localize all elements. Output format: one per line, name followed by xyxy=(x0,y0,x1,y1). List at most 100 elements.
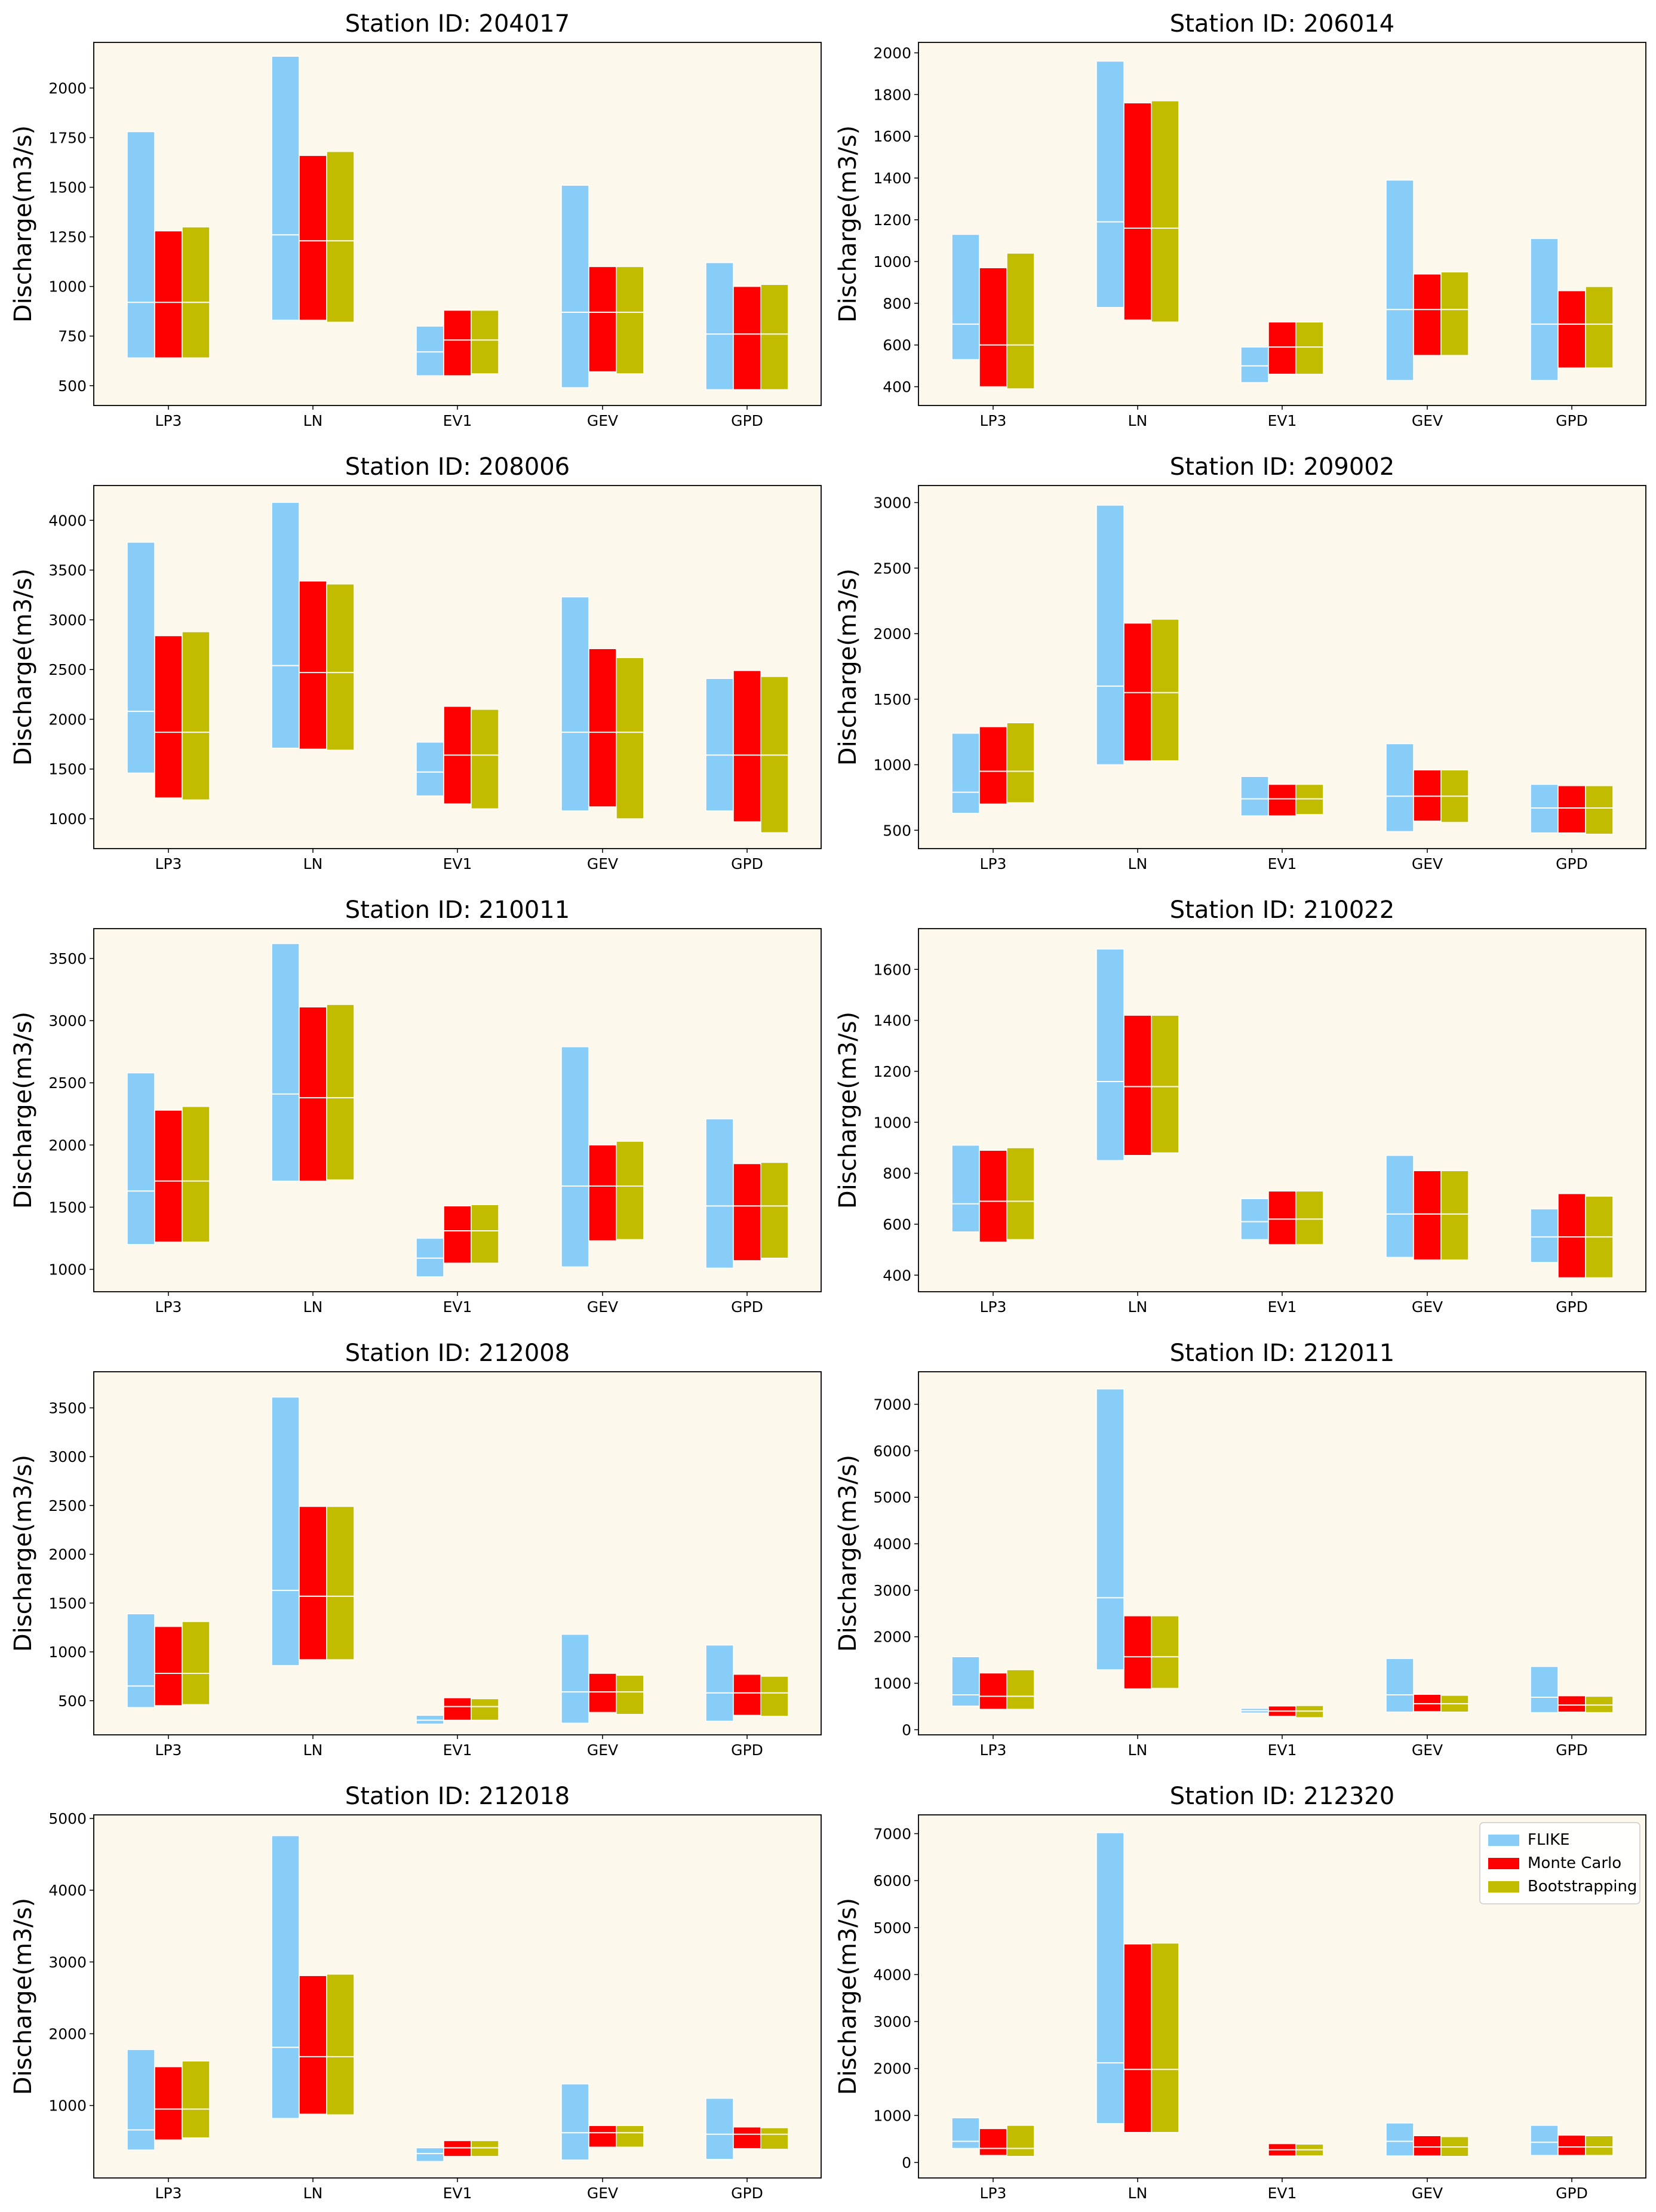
bar-monte-carlo-ln xyxy=(299,1975,327,2115)
bar-flike-lp3 xyxy=(127,542,155,774)
bar-bootstrapping-gev xyxy=(616,2125,644,2148)
x-tick-label: LP3 xyxy=(980,1741,1007,1759)
bar-bootstrapping-gpd xyxy=(1585,1695,1614,1713)
y-tick-label: 1250 xyxy=(48,229,87,246)
bar-bootstrapping-gev xyxy=(1440,1170,1469,1261)
subplot-5: Station ID: 210011 Discharge(m3/s) 1000 150… xyxy=(10,896,822,1316)
y-tick-label: 800 xyxy=(883,1165,911,1182)
y-tick-label: 1000 xyxy=(873,2107,911,2124)
x-tick-label: GPD xyxy=(731,855,763,872)
legend-swatch xyxy=(1488,1858,1519,1869)
y-tick-label: 1000 xyxy=(48,1643,87,1661)
subplot-9: Station ID: 212018 Discharge(m3/s) 1000 200… xyxy=(10,1783,822,2202)
axes-frame xyxy=(918,485,1646,849)
bar-bootstrapping-gpd xyxy=(760,1676,789,1717)
bar-monte-carlo-gpd xyxy=(1557,785,1586,834)
bar-monte-carlo-ln xyxy=(299,155,327,321)
y-tick-label: 1600 xyxy=(873,128,911,145)
x-tick-label: GPD xyxy=(1556,1741,1588,1759)
y-tick-label: 1500 xyxy=(48,179,87,196)
x-tick-label: GPD xyxy=(1556,412,1588,429)
bar-bootstrapping-lp3 xyxy=(182,631,210,801)
bar-monte-carlo-gpd xyxy=(733,1163,761,1261)
y-tick-label: 1600 xyxy=(873,961,911,978)
bar-bootstrapping-ln xyxy=(1151,1615,1179,1689)
chart-title: Station ID: 204017 xyxy=(345,10,570,38)
bar-bootstrapping-gpd xyxy=(760,2127,789,2150)
bar-bootstrapping-gpd xyxy=(760,1162,789,1259)
subplot-2: Station ID: 206014 Discharge(m3/s) 400 600 8… xyxy=(834,10,1646,429)
subplot-1: Station ID: 204017 Discharge(m3/s) 500 750 1… xyxy=(10,10,822,429)
bar-bootstrapping-gev xyxy=(1440,271,1469,356)
bar-flike-gev xyxy=(1385,2122,1414,2156)
subplot-3: Station ID: 208006 Discharge(m3/s) 1000 150… xyxy=(10,453,822,872)
y-axis-label: Discharge(m3/s) xyxy=(10,125,37,322)
bar-flike-lp3 xyxy=(951,733,980,814)
x-tick-label: GEV xyxy=(1412,1741,1443,1759)
bar-flike-ln xyxy=(271,56,300,321)
bar-bootstrapping-ln xyxy=(326,583,355,751)
y-tick-label: 600 xyxy=(883,1216,911,1233)
bar-flike-gpd xyxy=(705,2097,734,2160)
bar-bootstrapping-ev1 xyxy=(471,1204,499,1264)
x-tick-label: GPD xyxy=(731,2185,763,2202)
bar-flike-ln xyxy=(271,943,300,1182)
x-tick-label: LP3 xyxy=(980,855,1007,872)
x-tick-label: GPD xyxy=(1556,855,1588,872)
bar-monte-carlo-gev xyxy=(588,2125,617,2148)
x-tick-label: EV1 xyxy=(1268,412,1297,429)
chart-title: Station ID: 206014 xyxy=(1170,10,1394,38)
x-tick-label: GEV xyxy=(587,855,618,872)
y-tick-label: 1500 xyxy=(48,1595,87,1612)
bar-flike-lp3 xyxy=(951,1144,980,1233)
x-tick-label: EV1 xyxy=(1268,2185,1297,2202)
y-tick-label: 0 xyxy=(902,2154,911,2171)
x-tick-label: GEV xyxy=(1412,1298,1443,1316)
chart-title: Station ID: 212018 xyxy=(345,1783,570,1810)
y-tick-label: 4000 xyxy=(873,1535,911,1553)
bar-flike-lp3 xyxy=(127,131,155,359)
y-tick-label: 5000 xyxy=(48,1810,87,1827)
y-tick-label: 5000 xyxy=(873,1919,911,1937)
axes-frame xyxy=(918,1371,1646,1735)
x-tick-label: GPD xyxy=(1556,1298,1588,1316)
x-tick-label: EV1 xyxy=(443,412,472,429)
bar-monte-carlo-ln xyxy=(1123,1015,1152,1156)
bar-flike-gpd xyxy=(1530,1666,1559,1713)
bar-flike-ln xyxy=(1096,1388,1125,1670)
y-tick-label: 1750 xyxy=(48,129,87,146)
bar-flike-ln xyxy=(1096,1832,1125,2124)
bar-flike-lp3 xyxy=(951,2117,980,2149)
y-tick-label: 2000 xyxy=(48,2025,87,2042)
bar-bootstrapping-ev1 xyxy=(471,309,499,374)
bar-flike-gpd xyxy=(1530,238,1559,381)
bar-bootstrapping-ln xyxy=(326,1974,355,2116)
y-tick-label: 2000 xyxy=(873,2060,911,2078)
bar-monte-carlo-gev xyxy=(588,1144,617,1242)
bar-monte-carlo-gev xyxy=(588,1673,617,1713)
axes-frame xyxy=(93,1814,822,2179)
x-tick-label: LN xyxy=(1128,412,1148,429)
y-tick-label: 3500 xyxy=(48,1399,87,1417)
bar-bootstrapping-lp3 xyxy=(1006,253,1035,389)
bar-flike-ln xyxy=(1096,60,1125,308)
bar-bootstrapping-lp3 xyxy=(182,2060,210,2139)
bar-monte-carlo-lp3 xyxy=(979,267,1007,388)
bar-bootstrapping-ev1 xyxy=(1295,321,1324,375)
y-tick-label: 3000 xyxy=(873,1582,911,1599)
y-tick-label: 1200 xyxy=(873,211,911,229)
x-tick-label: LN xyxy=(303,2185,323,2202)
y-axis-label: Discharge(m3/s) xyxy=(10,1455,37,1652)
x-tick-label: GEV xyxy=(587,1298,618,1316)
bar-flike-ln xyxy=(1096,948,1125,1162)
bar-flike-ev1 xyxy=(416,2147,444,2162)
bar-monte-carlo-lp3 xyxy=(979,1150,1007,1243)
bar-bootstrapping-gev xyxy=(616,1141,644,1240)
bar-bootstrapping-ln xyxy=(326,1506,355,1660)
bar-monte-carlo-gev xyxy=(1413,1170,1442,1261)
y-axis-label: Discharge(m3/s) xyxy=(834,125,862,322)
bar-monte-carlo-gpd xyxy=(733,1673,761,1716)
y-tick-label: 3000 xyxy=(873,494,911,512)
bar-flike-gpd xyxy=(1530,784,1559,834)
bar-flike-ln xyxy=(1096,505,1125,766)
